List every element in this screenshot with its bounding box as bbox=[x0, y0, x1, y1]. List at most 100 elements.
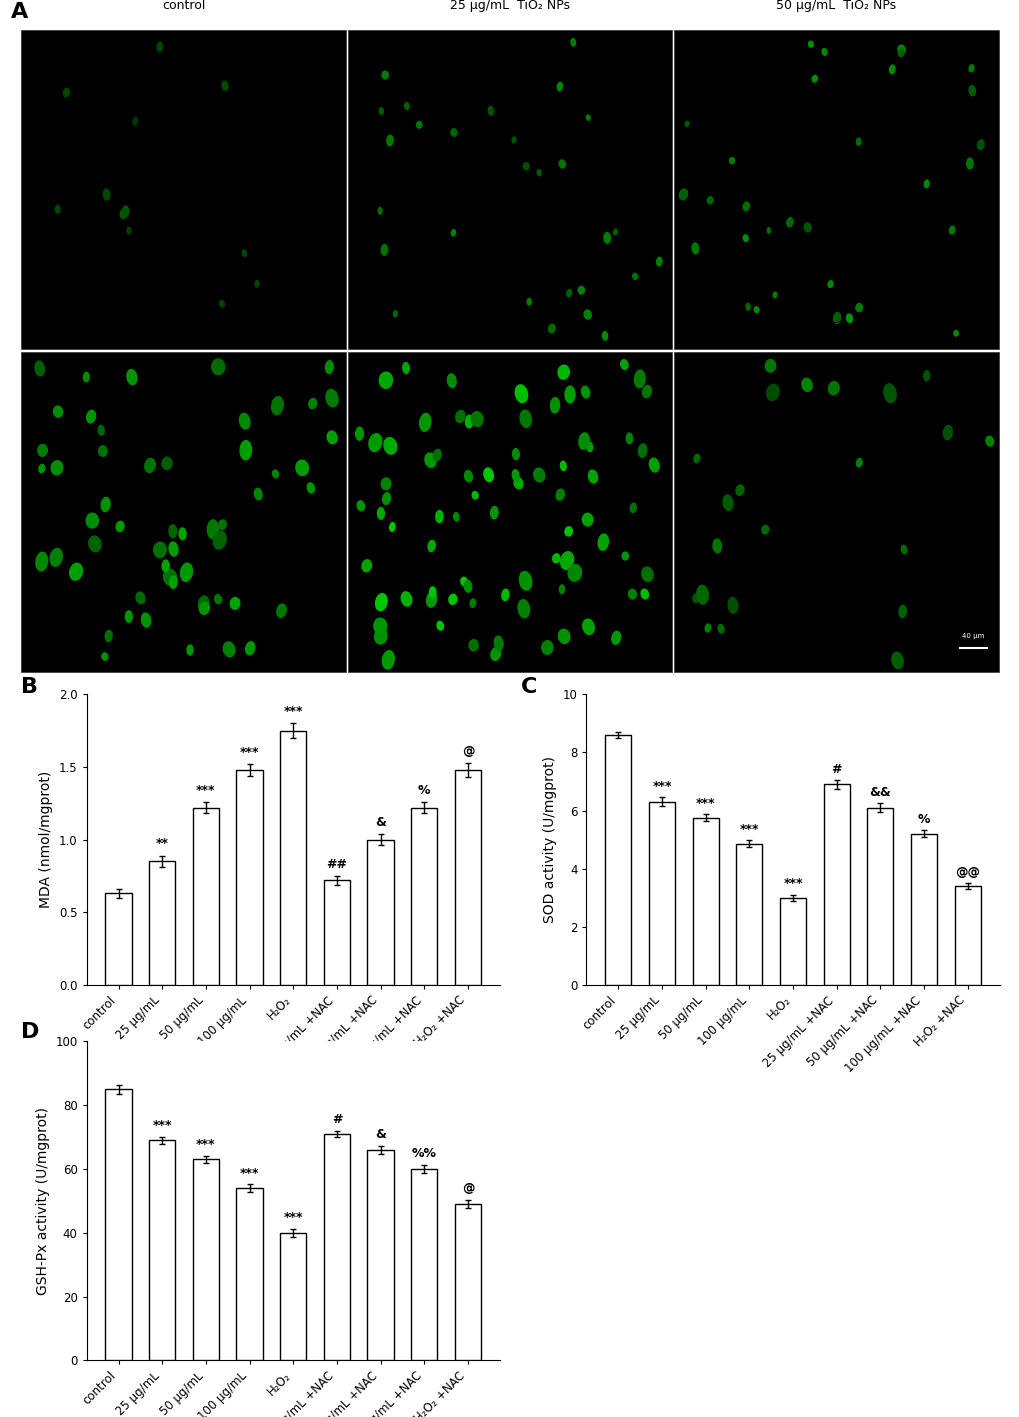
Ellipse shape bbox=[985, 436, 993, 446]
Ellipse shape bbox=[416, 122, 422, 128]
Text: #: # bbox=[331, 1112, 341, 1127]
Text: A: A bbox=[10, 1, 28, 21]
Ellipse shape bbox=[811, 75, 816, 82]
Ellipse shape bbox=[200, 602, 209, 615]
Ellipse shape bbox=[692, 594, 698, 602]
Text: @: @ bbox=[462, 1183, 474, 1196]
Bar bbox=[149, 862, 175, 985]
Ellipse shape bbox=[582, 513, 592, 526]
Ellipse shape bbox=[613, 230, 616, 235]
Ellipse shape bbox=[199, 597, 209, 611]
Ellipse shape bbox=[827, 281, 833, 288]
Ellipse shape bbox=[634, 370, 644, 388]
Ellipse shape bbox=[163, 570, 176, 585]
Ellipse shape bbox=[447, 374, 455, 387]
Ellipse shape bbox=[514, 478, 523, 489]
Ellipse shape bbox=[897, 45, 904, 54]
Text: #: # bbox=[830, 762, 841, 775]
Ellipse shape bbox=[154, 543, 166, 558]
Ellipse shape bbox=[846, 315, 852, 323]
Ellipse shape bbox=[565, 385, 575, 402]
Ellipse shape bbox=[557, 366, 569, 380]
Ellipse shape bbox=[883, 384, 896, 402]
Ellipse shape bbox=[242, 249, 247, 256]
Ellipse shape bbox=[98, 425, 104, 435]
Ellipse shape bbox=[745, 303, 750, 310]
Ellipse shape bbox=[51, 461, 63, 475]
Ellipse shape bbox=[377, 507, 384, 519]
Bar bbox=[236, 769, 263, 985]
Ellipse shape bbox=[389, 523, 394, 531]
Ellipse shape bbox=[968, 65, 973, 72]
Bar bbox=[21, 30, 345, 350]
Text: control: control bbox=[162, 0, 205, 11]
Ellipse shape bbox=[464, 470, 472, 482]
Ellipse shape bbox=[889, 65, 895, 74]
Ellipse shape bbox=[120, 210, 125, 218]
Text: B: B bbox=[20, 677, 38, 697]
Ellipse shape bbox=[736, 485, 743, 496]
Ellipse shape bbox=[513, 449, 519, 459]
Ellipse shape bbox=[378, 207, 382, 214]
Ellipse shape bbox=[126, 227, 130, 234]
Ellipse shape bbox=[642, 385, 651, 398]
Ellipse shape bbox=[559, 461, 566, 470]
Ellipse shape bbox=[218, 520, 226, 530]
Ellipse shape bbox=[116, 521, 124, 531]
Ellipse shape bbox=[169, 541, 177, 555]
Ellipse shape bbox=[582, 619, 594, 635]
Ellipse shape bbox=[426, 592, 436, 606]
Bar bbox=[105, 1090, 131, 1360]
Ellipse shape bbox=[162, 458, 172, 469]
Text: 25 μg/mL  TiO₂ NPs: 25 μg/mL TiO₂ NPs bbox=[449, 0, 570, 11]
Bar bbox=[910, 833, 936, 985]
Ellipse shape bbox=[126, 370, 137, 384]
Text: 100 μg/mL  TiO₂ NPs+NAC: 100 μg/mL TiO₂ NPs+NAC bbox=[753, 320, 918, 334]
Ellipse shape bbox=[433, 449, 440, 461]
Text: ***: *** bbox=[783, 877, 802, 890]
Bar bbox=[347, 30, 672, 350]
Text: 50 μg/mL  TiO₂ NPs: 50 μg/mL TiO₂ NPs bbox=[775, 0, 896, 11]
Text: ***: *** bbox=[695, 796, 714, 811]
Ellipse shape bbox=[69, 564, 83, 580]
Ellipse shape bbox=[223, 642, 234, 656]
Ellipse shape bbox=[766, 384, 779, 401]
Ellipse shape bbox=[512, 470, 519, 480]
Ellipse shape bbox=[465, 415, 473, 428]
Ellipse shape bbox=[717, 625, 723, 633]
Text: &: & bbox=[375, 816, 385, 829]
Ellipse shape bbox=[455, 411, 465, 422]
Bar bbox=[280, 1233, 306, 1360]
Ellipse shape bbox=[230, 598, 239, 609]
Ellipse shape bbox=[968, 85, 974, 96]
Ellipse shape bbox=[381, 71, 388, 79]
Ellipse shape bbox=[212, 359, 224, 374]
Text: ***: *** bbox=[239, 1166, 259, 1179]
Bar bbox=[236, 1187, 263, 1360]
Ellipse shape bbox=[186, 645, 193, 655]
Ellipse shape bbox=[38, 445, 48, 456]
Ellipse shape bbox=[393, 310, 396, 317]
Ellipse shape bbox=[628, 589, 636, 599]
Ellipse shape bbox=[180, 563, 193, 581]
Ellipse shape bbox=[50, 548, 62, 567]
Ellipse shape bbox=[679, 190, 686, 200]
Ellipse shape bbox=[271, 397, 283, 415]
Ellipse shape bbox=[833, 313, 840, 323]
Bar bbox=[780, 898, 805, 985]
Text: %: % bbox=[917, 813, 929, 826]
Ellipse shape bbox=[239, 441, 252, 459]
Ellipse shape bbox=[132, 118, 138, 126]
Bar bbox=[604, 735, 631, 985]
Ellipse shape bbox=[729, 157, 734, 163]
Bar bbox=[674, 351, 998, 672]
Ellipse shape bbox=[84, 373, 89, 381]
Ellipse shape bbox=[578, 286, 584, 295]
Ellipse shape bbox=[558, 585, 564, 594]
Bar bbox=[954, 886, 980, 985]
Ellipse shape bbox=[856, 137, 860, 146]
Text: &: & bbox=[375, 1128, 385, 1141]
Bar bbox=[692, 818, 718, 985]
Ellipse shape bbox=[142, 614, 151, 628]
Ellipse shape bbox=[626, 434, 632, 444]
